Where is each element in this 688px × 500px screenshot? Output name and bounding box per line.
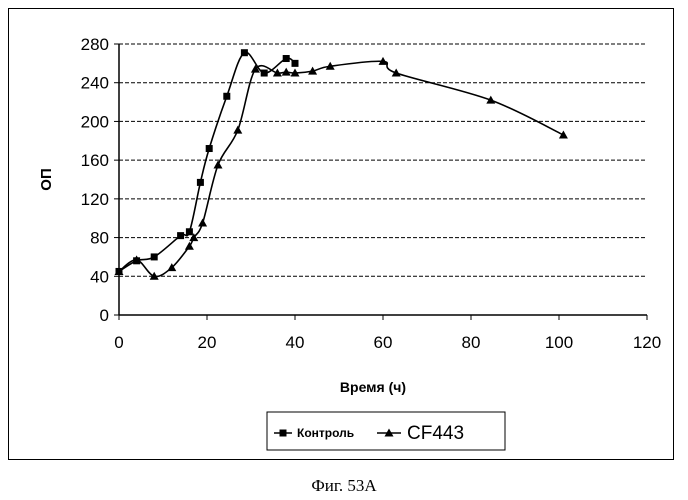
data-point-series-2 [198,219,207,227]
data-point-series-1 [283,55,290,62]
line-chart: 0 40 80 120 160 200 240 280 0 20 40 60 80 100 120 Время… [9,9,675,461]
data-point-series-1 [241,49,248,56]
series-line-1 [119,52,295,271]
data-point-series-1 [292,60,299,67]
legend-label-2: CF443 [407,423,464,444]
data-point-series-1 [151,253,158,260]
y-tick-label: 200 [81,112,109,131]
legend-marker-1 [280,430,287,437]
y-tick-label: 80 [90,229,109,248]
y-axis-title: ОП [38,168,55,190]
data-point-series-2 [214,160,223,168]
data-point-series-2 [282,68,291,76]
x-tick-label: 40 [286,333,305,352]
x-tick-label: 80 [462,333,481,352]
x-tick-label: 120 [633,333,661,352]
data-point-series-1 [186,228,193,235]
y-tick-label: 240 [81,74,109,93]
x-tick-label: 60 [374,333,393,352]
y-tick-label: 280 [81,35,109,54]
data-point-series-2 [559,130,568,138]
data-point-series-1 [223,93,230,100]
y-tick-label: 120 [81,190,109,209]
data-point-series-1 [206,145,213,152]
y-tick-label: 0 [100,306,109,325]
series-line-2 [119,61,563,276]
x-tick-label: 20 [198,333,217,352]
x-tick-label: 100 [545,333,573,352]
data-point-series-1 [197,179,204,186]
x-tick-label: 0 [114,333,123,352]
x-axis-title: Время (ч) [340,379,406,395]
y-tick-label: 40 [90,267,109,286]
legend-label-1: Контроль [297,426,354,440]
figure-caption: Фиг. 53А [0,476,688,496]
data-point-series-1 [261,70,268,77]
y-tick-label: 160 [81,151,109,170]
data-point-series-2 [185,242,194,250]
data-point-series-1 [177,232,184,239]
chart-frame: 0 40 80 120 160 200 240 280 0 20 40 60 80 100 120 Время… [8,8,674,460]
data-point-series-2 [233,126,242,134]
